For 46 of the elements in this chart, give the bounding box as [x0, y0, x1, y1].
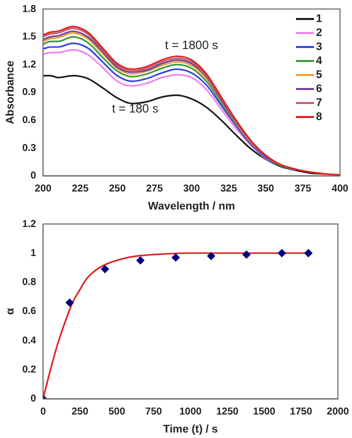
legend-label: 7 — [316, 97, 322, 110]
y-axis-title: α — [4, 308, 17, 315]
x-tick-label: 375 — [294, 184, 312, 195]
x-tick-label: 1250 — [216, 406, 239, 418]
x-tick-label: 300 — [183, 184, 200, 195]
legend-label: 1 — [316, 13, 322, 26]
x-tick-label: 325 — [220, 184, 238, 195]
y-tick-label: 1 — [30, 248, 37, 259]
y-tick-label: 0.4 — [22, 335, 37, 346]
x-tick-label: 275 — [146, 184, 164, 195]
y-tick-label: 1.2 — [22, 218, 37, 230]
legend-label: 5 — [316, 69, 322, 82]
x-tick-label: 250 — [72, 406, 89, 418]
x-tick-label: 2000 — [326, 406, 350, 418]
y-tick-label: 1.8 — [22, 4, 37, 15]
y-tick-label: 0 — [30, 170, 37, 182]
x-tick-label: 225 — [72, 184, 89, 195]
y-tick-label: 0.6 — [22, 114, 37, 126]
x-tick-label: 500 — [108, 406, 126, 418]
legend-label: 4 — [316, 55, 323, 68]
x-tick-label: 1000 — [179, 406, 202, 418]
y-tick-label: 0 — [30, 394, 37, 405]
annotation: t = 180 s — [112, 101, 158, 116]
x-tick-label: 350 — [257, 184, 275, 195]
x-axis-title: Time (t) / s — [163, 423, 218, 436]
x-tick-label: 250 — [108, 184, 126, 195]
x-tick-label: 1500 — [253, 406, 276, 418]
legend-label: 6 — [316, 83, 322, 96]
x-axis-title: Wavelength / nm — [148, 200, 236, 212]
legend-label: 8 — [316, 111, 322, 124]
x-tick-label: 400 — [332, 184, 349, 195]
legend-label: 3 — [316, 41, 322, 54]
x-tick-label: 750 — [145, 406, 162, 418]
y-axis-title: Absorbance — [4, 60, 17, 124]
annotation: t = 1800 s — [165, 38, 218, 52]
x-tick-label: 200 — [34, 184, 52, 195]
y-tick-label: 1.2 — [22, 59, 37, 70]
y-tick-label: 1.5 — [22, 32, 37, 43]
y-tick-label: 0.9 — [22, 87, 37, 98]
legend-label: 2 — [316, 27, 322, 40]
y-tick-label: 0.2 — [22, 364, 37, 376]
x-tick-label: 1750 — [290, 406, 313, 418]
y-tick-label: 0.8 — [22, 277, 37, 288]
y-tick-label: 0.6 — [22, 306, 37, 318]
y-tick-label: 0.3 — [22, 142, 37, 154]
x-tick-label: 0 — [40, 406, 46, 418]
